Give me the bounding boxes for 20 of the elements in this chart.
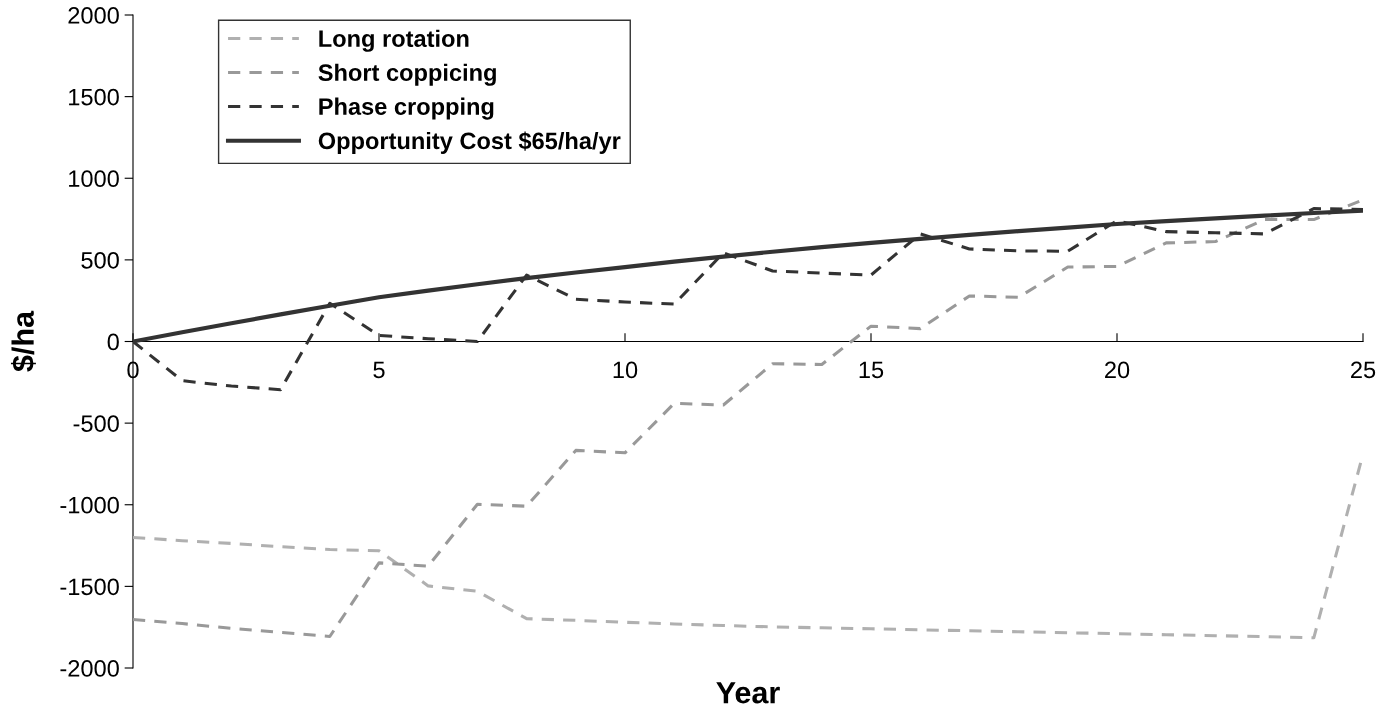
- legend-label: Short coppicing: [318, 63, 496, 86]
- y-tick-label: 1500: [69, 88, 119, 106]
- x-tick-label: 25: [1351, 361, 1376, 379]
- x-axis-title: Year: [716, 682, 780, 704]
- y-tick-label: -1000: [60, 496, 119, 514]
- legend-label: Phase cropping: [319, 97, 494, 120]
- y-tick-label: -500: [73, 415, 119, 432]
- y-tick-label: 500: [81, 251, 119, 269]
- y-tick-label: -1500: [60, 578, 119, 596]
- y-tick-label: 2000: [68, 7, 119, 24]
- y-tick-label: -2000: [60, 660, 119, 677]
- legend-label: Opportunity Cost $65/ha/yr: [318, 131, 621, 154]
- x-tick-label: 5: [373, 361, 385, 379]
- y-axis-title: $/ha: [10, 310, 36, 372]
- y-tick-label: 1000: [69, 170, 119, 188]
- x-tick-label: 15: [859, 361, 884, 379]
- y-tick-label: 0: [107, 333, 119, 351]
- x-tick-label: 20: [1105, 361, 1130, 379]
- legend-label: Long rotation: [319, 29, 469, 52]
- x-tick-label: 10: [613, 361, 638, 379]
